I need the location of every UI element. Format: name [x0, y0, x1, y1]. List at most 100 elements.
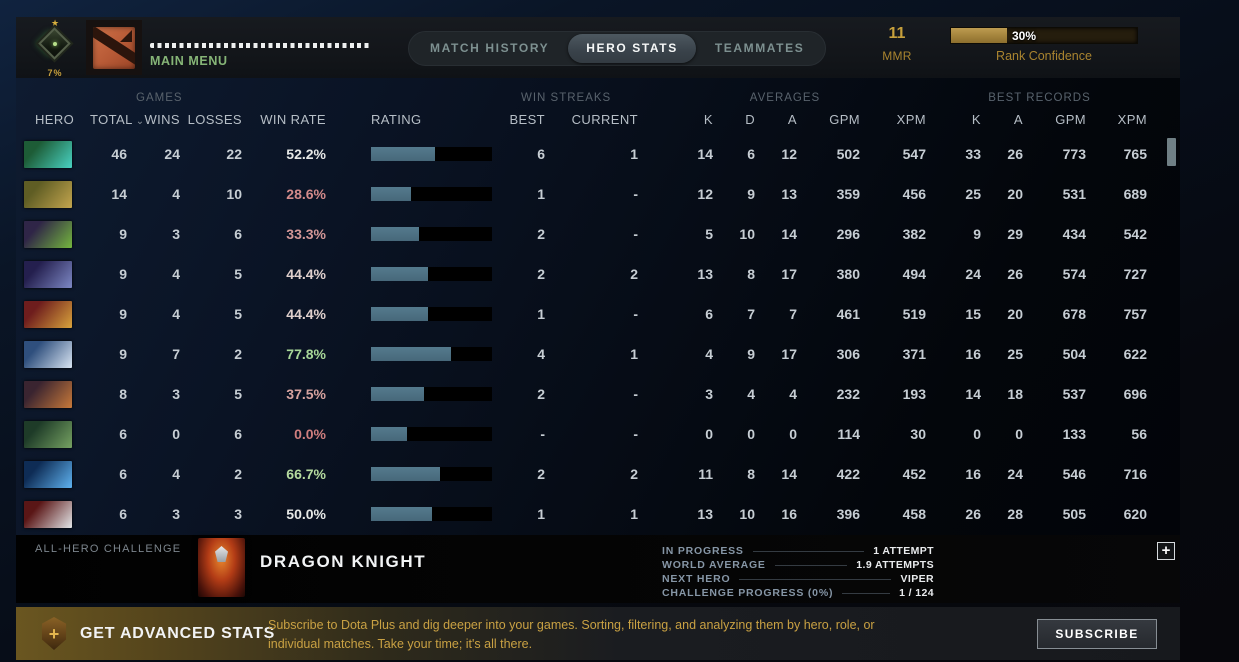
- avg-deaths-cell: 0: [747, 426, 755, 442]
- rank-confidence-label: Rank Confidence: [996, 49, 1092, 63]
- col-header-streak-best[interactable]: BEST: [509, 111, 545, 127]
- tab-hero-stats[interactable]: HERO STATS: [568, 34, 696, 63]
- col-header-rating[interactable]: RATING: [371, 111, 422, 127]
- hero-cell: [16, 140, 90, 168]
- hero-portrait-icon[interactable]: [24, 220, 72, 248]
- avg-xpm-cell: 456: [902, 186, 926, 202]
- avg-gpm-cell: 296: [836, 226, 860, 242]
- col-header-wins[interactable]: WINS: [144, 111, 180, 127]
- streak-current-cell: 2: [630, 266, 638, 282]
- col-header-best-gpm[interactable]: GPM: [1055, 111, 1086, 127]
- col-header-total[interactable]: TOTAL ⌄: [90, 111, 145, 127]
- best-xpm-cell: 696: [1123, 386, 1147, 402]
- best-gpm-cell: 505: [1062, 506, 1086, 522]
- avg-assists-cell: 0: [789, 426, 797, 442]
- wins-cell: 4: [172, 466, 180, 482]
- avg-assists-cell: 4: [789, 386, 797, 402]
- wins-cell: 3: [172, 226, 180, 242]
- avg-xpm-cell: 452: [902, 466, 926, 482]
- col-header-avg-a[interactable]: A: [787, 111, 797, 127]
- streak-best-cell: 2: [537, 226, 545, 242]
- col-header-best-a[interactable]: A: [1013, 111, 1023, 127]
- hero-portrait-icon[interactable]: [24, 180, 72, 208]
- best-gpm-cell: 678: [1062, 306, 1086, 322]
- expand-challenge-button[interactable]: +: [1157, 542, 1175, 560]
- challenge-stat-row: NEXT HERO VIPER: [662, 572, 934, 586]
- streak-current-cell: -: [633, 306, 638, 322]
- best-kills-cell: 0: [973, 426, 981, 442]
- hero-portrait-icon[interactable]: [24, 420, 72, 448]
- hero-table-row[interactable]: 9 4 5 44.4% 2 2 13 8 17 380 494 24 26 57…: [16, 254, 1150, 294]
- avg-assists-cell: 14: [781, 226, 797, 242]
- table-column-headers: HERO TOTAL ⌄ WINS LOSSES WIN RATE RATING …: [16, 104, 1150, 134]
- challenge-stats: IN PROGRESS 1 ATTEMPT WORLD AVERAGE 1.9 …: [662, 544, 934, 600]
- rating-cell: [329, 507, 495, 521]
- col-header-avg-d[interactable]: D: [745, 111, 755, 127]
- best-kills-cell: 16: [965, 346, 981, 362]
- rating-bar: [371, 427, 492, 441]
- wins-cell: 3: [172, 386, 180, 402]
- total-cell: 9: [119, 306, 127, 322]
- best-gpm-cell: 434: [1062, 226, 1086, 242]
- dota-plus-banner: + GET ADVANCED STATS Subscribe to Dota P…: [16, 607, 1180, 660]
- total-cell: 8: [119, 386, 127, 402]
- avg-deaths-cell: 4: [747, 386, 755, 402]
- hero-table-row[interactable]: 46 24 22 52.2% 6 1 14 6 12 502 547 33 26…: [16, 134, 1150, 174]
- tab-teammates[interactable]: TEAMMATES: [714, 41, 805, 55]
- avg-kills-cell: 12: [697, 186, 713, 202]
- col-header-avg-xpm[interactable]: XPM: [896, 111, 926, 127]
- avg-assists-cell: 7: [789, 306, 797, 322]
- avg-deaths-cell: 9: [747, 346, 755, 362]
- win-rate-cell: 28.6%: [286, 186, 326, 202]
- hero-portrait-icon[interactable]: [24, 460, 72, 488]
- mmr-value: 11: [888, 25, 906, 42]
- rating-bar-fill: [371, 307, 428, 321]
- subscribe-button[interactable]: SUBSCRIBE: [1037, 619, 1157, 649]
- best-assists-cell: 25: [1007, 346, 1023, 362]
- hero-portrait-icon[interactable]: [24, 500, 72, 528]
- hero-table-row[interactable]: 8 3 5 37.5% 2 - 3 4 4 232 193 14 18 537: [16, 374, 1150, 414]
- hero-table-row[interactable]: 6 3 3 50.0% 1 1 13 10 16 396 458 26 28 5…: [16, 494, 1150, 534]
- col-header-best-k[interactable]: K: [971, 111, 981, 127]
- group-header-best-records: BEST RECORDS: [988, 92, 1091, 104]
- col-header-best-xpm[interactable]: XPM: [1117, 111, 1147, 127]
- main-menu-button[interactable]: [86, 20, 142, 75]
- top-bar: ★ 7% MAIN MENU MATCH HISTORY HERO STATS …: [16, 17, 1180, 78]
- group-header-win-streaks: WIN STREAKS: [521, 92, 612, 104]
- mmr-block: 11 MMR: [862, 25, 932, 63]
- hero-table-row[interactable]: 9 3 6 33.3% 2 - 5 10 14 296 382 9 29 434: [16, 214, 1150, 254]
- leader-line: [752, 550, 865, 552]
- col-header-avg-k[interactable]: K: [703, 111, 713, 127]
- col-header-hero[interactable]: HERO: [35, 111, 75, 127]
- leader-line: [842, 592, 891, 594]
- avg-gpm-cell: 114: [837, 426, 860, 442]
- scrollbar-thumb[interactable]: [1167, 138, 1176, 166]
- tab-match-history[interactable]: MATCH HISTORY: [430, 41, 550, 55]
- avg-assists-cell: 17: [781, 346, 797, 362]
- hero-portrait-icon[interactable]: [24, 340, 72, 368]
- hero-table-row[interactable]: 9 7 2 77.8% 4 1 4 9 17 306 371 16 25 504: [16, 334, 1150, 374]
- rating-bar: [371, 227, 492, 241]
- hero-table-row[interactable]: 6 0 6 0.0% - - 0 0 0 114 30 0 0 133: [16, 414, 1150, 454]
- hero-table-row[interactable]: 9 4 5 44.4% 1 - 6 7 7 461 519 15 20 678: [16, 294, 1150, 334]
- avg-xpm-cell: 547: [902, 146, 926, 162]
- rating-bar-fill: [371, 147, 436, 161]
- col-header-avg-gpm[interactable]: GPM: [829, 111, 860, 127]
- best-kills-cell: 9: [973, 226, 981, 242]
- hero-portrait-icon[interactable]: [24, 260, 72, 288]
- hero-portrait-icon[interactable]: [24, 380, 72, 408]
- col-header-win-rate[interactable]: WIN RATE: [260, 111, 326, 127]
- col-header-losses[interactable]: LOSSES: [187, 111, 242, 127]
- hero-cell: [16, 300, 90, 328]
- best-xpm-cell: 620: [1123, 506, 1147, 522]
- hero-portrait-icon[interactable]: [24, 300, 72, 328]
- hero-portrait-icon[interactable]: [24, 140, 72, 168]
- win-rate-cell: 77.8%: [286, 346, 326, 362]
- avg-xpm-cell: 519: [902, 306, 926, 322]
- hero-table-row[interactable]: 6 4 2 66.7% 2 2 11 8 14 422 452 16 24 54…: [16, 454, 1150, 494]
- leader-line: [774, 564, 848, 566]
- rating-bar: [371, 307, 492, 321]
- col-header-streak-current[interactable]: CURRENT: [571, 111, 638, 127]
- win-rate-cell: 52.2%: [286, 146, 326, 162]
- hero-table-row[interactable]: 14 4 10 28.6% 1 - 12 9 13 359 456 25 20 …: [16, 174, 1150, 214]
